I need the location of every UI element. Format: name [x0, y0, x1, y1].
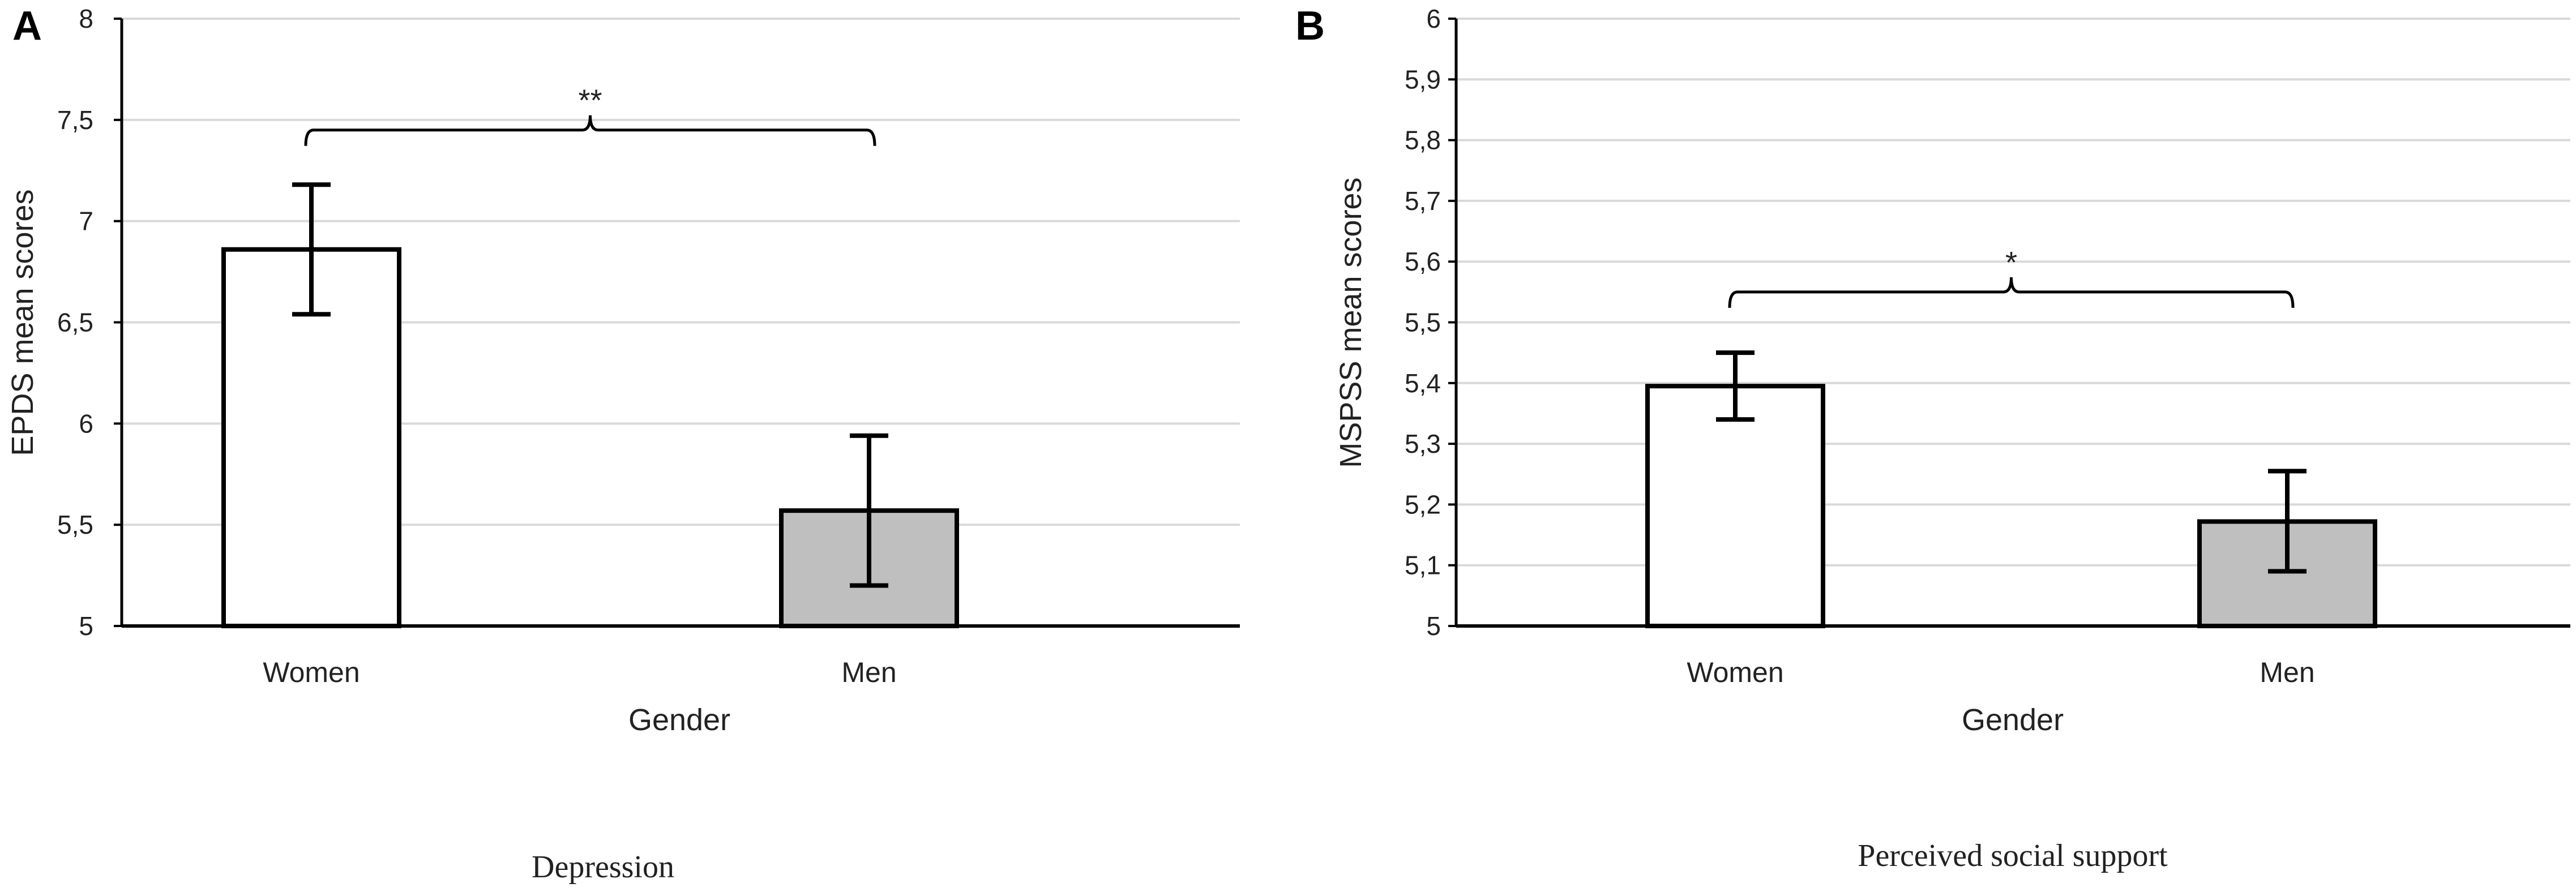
panel-b-ytick-label: 5,8: [1405, 126, 1441, 155]
panel-a-ticks: 5 5,5 6 6,5 7 7,5 8: [57, 4, 93, 641]
panel-b-ytick-label: 5,1: [1405, 551, 1441, 580]
panel-b-ytick-label: 5,2: [1405, 490, 1441, 519]
panel-b-category-label: Women: [1687, 657, 1783, 688]
panel-b-axes: [1448, 18, 2570, 628]
panel-a-category-label: Men: [841, 657, 896, 688]
panel-b-ytick-label: 5,5: [1405, 308, 1441, 337]
panel-a-significance-bracket: [304, 115, 876, 146]
panel-a-label: A: [12, 3, 42, 49]
panel-b-caption: Perceived social support: [1858, 838, 2168, 873]
panel-b-chart: 5 5,1 5,2 5,3 5,4 5,5 5,6 5,7 5,8 5,9 6 Women Men *…: [1295, 3, 2570, 873]
panel-b-ytick-label: 6: [1426, 4, 1441, 33]
panel-b-ylabel: MSPSS mean scores: [1334, 177, 1368, 468]
panel-a-category-label: Women: [263, 657, 360, 688]
panel-a-ytick-label: 6: [79, 409, 93, 438]
panel-a-axes: [114, 18, 1240, 628]
panel-b-ytick-label: 5: [1426, 611, 1441, 641]
panel-a-error-bars: [292, 182, 888, 588]
panel-b-significance-bracket: [1728, 277, 2295, 308]
panel-b-significance: *: [1728, 246, 2295, 308]
panel-a-ytick-label: 5: [79, 611, 93, 641]
panel-b-significance-label: *: [2005, 246, 2017, 280]
panel-b-bar-women: [1645, 384, 1825, 628]
panel-a-ytick-label: 6,5: [57, 308, 93, 337]
panel-b-ytick-label: 5,4: [1405, 368, 1441, 398]
panel-b-ytick-label: 5,3: [1405, 429, 1441, 458]
panel-a-chart: 5 5,5 6 6,5 7 7,5 8 Women Men ** A EPDS mean sc…: [6, 3, 1240, 885]
panel-a-caption: Depression: [532, 850, 674, 885]
panel-b-ytick-label: 5,9: [1405, 65, 1441, 94]
panel-a-ytick-label: 7,5: [57, 105, 93, 135]
panel-b-error-bars: [1716, 350, 2307, 574]
panel-a-ytick-label: 7: [79, 207, 93, 236]
panel-b-bars: [1645, 384, 2377, 628]
panel-b-gridlines: [1456, 18, 2570, 567]
panel-a-ytick-label: 5,5: [57, 510, 93, 539]
panel-b-category-label: Men: [2260, 657, 2314, 688]
panel-a-categories: Women Men: [263, 657, 896, 688]
panel-b-xlabel: Gender: [1962, 703, 2064, 737]
panel-a-xlabel: Gender: [628, 703, 730, 737]
panel-b-ytick-label: 5,6: [1405, 247, 1441, 276]
panel-b-ticks: 5 5,1 5,2 5,3 5,4 5,5 5,6 5,7 5,8 5,9 6: [1405, 4, 1441, 641]
panel-b-categories: Women Men: [1687, 657, 2314, 688]
panel-a-significance-label: **: [578, 84, 602, 118]
panel-a-ylabel: EPDS mean scores: [6, 189, 40, 456]
panel-b-label: B: [1295, 3, 1325, 49]
panel-a-bars: [221, 247, 959, 628]
panel-a-ytick-label: 8: [79, 4, 93, 33]
panel-a-significance: **: [304, 84, 876, 146]
panel-b-ytick-label: 5,7: [1405, 186, 1441, 216]
